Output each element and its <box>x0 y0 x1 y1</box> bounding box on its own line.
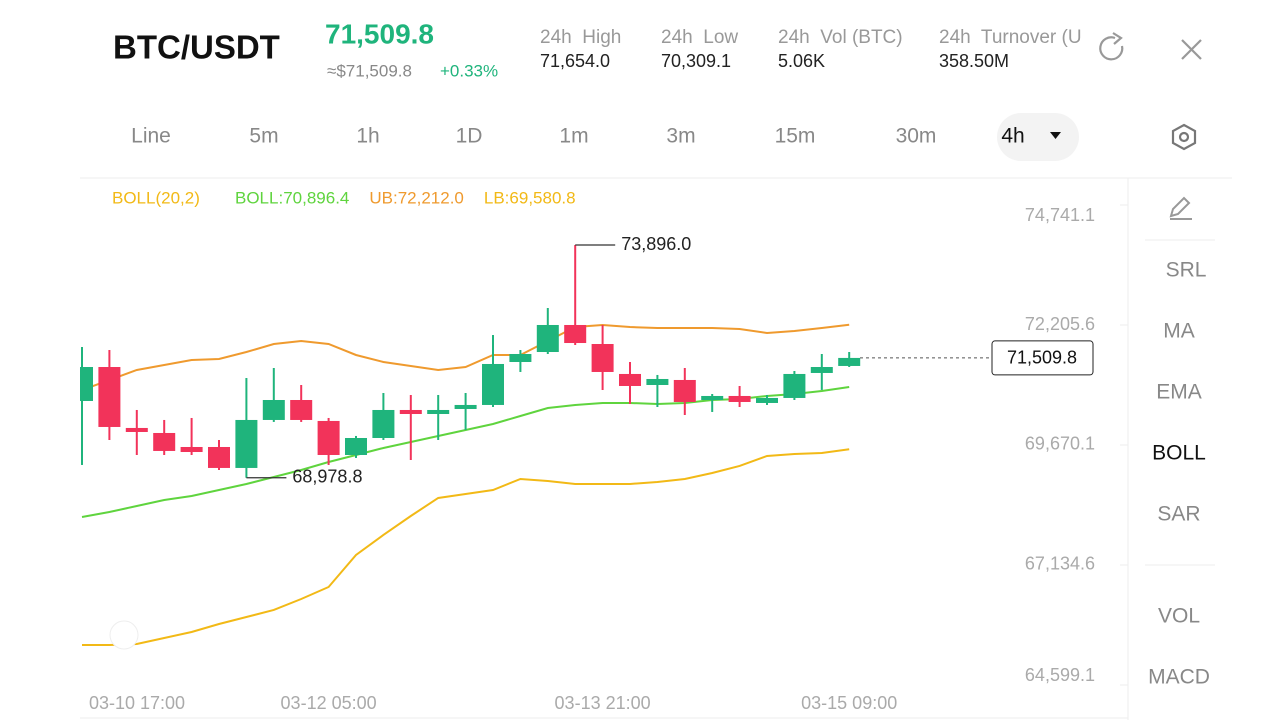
timeframe-tab[interactable]: 1h <box>356 125 379 148</box>
y-tick-label: 64,599.1 <box>1025 665 1095 685</box>
y-tick-label: 74,741.1 <box>1025 205 1095 225</box>
candle-body <box>98 367 121 427</box>
candle-body <box>728 395 751 402</box>
candle-body <box>317 420 340 455</box>
stat-label: 24h Vol (BTC) <box>778 27 903 48</box>
annotation-label: 73,896.0 <box>621 234 691 254</box>
indicator-menu-item[interactable]: SAR <box>1157 503 1200 526</box>
candle-body <box>262 399 285 420</box>
last-price-box <box>991 340 1094 376</box>
indicator-label: BOLL(20,2) <box>112 188 200 207</box>
candle-body <box>591 344 614 372</box>
x-tick-label: 03-15 09:00 <box>801 693 897 713</box>
candle-body <box>756 397 778 403</box>
timeframe-tab[interactable]: 30m <box>896 125 937 148</box>
close-icon[interactable] <box>1181 39 1202 60</box>
candle-body <box>125 427 148 432</box>
legend-entry: LB:69,580.8 <box>484 188 576 207</box>
stat-value: 70,309.1 <box>661 51 731 71</box>
indicator-menu-item[interactable]: VOL <box>1158 605 1200 628</box>
candle-body <box>810 367 833 373</box>
price: 71,509.8 <box>325 18 434 49</box>
legend-entry: BOLL:70,896.4 <box>235 188 349 207</box>
boll-line <box>81 323 850 391</box>
stat-label: 24h Turnover (U <box>939 27 1082 48</box>
timeframe-tab[interactable]: Line <box>131 125 171 148</box>
logo-badge <box>109 620 139 650</box>
candle-body <box>372 409 395 438</box>
pair: BTC/USDT <box>113 29 280 66</box>
change: +0.33% <box>440 61 498 80</box>
candle-body <box>701 395 724 400</box>
candle-body <box>235 419 258 468</box>
draw-icon[interactable] <box>1169 196 1192 220</box>
candle-body <box>536 324 559 353</box>
stat-label: 24h Low <box>661 27 738 48</box>
boll-line <box>82 448 850 647</box>
x-tick-label: 03-10 17:00 <box>89 693 185 713</box>
indicator-menu-item[interactable]: MACD <box>1148 666 1210 689</box>
refresh-icon[interactable] <box>1099 32 1124 61</box>
annotation-label: 68,978.8 <box>292 466 362 486</box>
candle-body <box>454 404 477 409</box>
timeframe-tab[interactable]: 1D <box>456 125 483 148</box>
stat-value: 5.06K <box>778 51 825 71</box>
indicator-menu-item[interactable]: MA <box>1163 320 1195 343</box>
timeframe-tab[interactable]: 4h <box>1001 125 1024 148</box>
candle-body <box>208 446 230 468</box>
stat-value: 358.50M <box>939 51 1009 71</box>
indicator-menu-item[interactable]: SRL <box>1166 259 1207 282</box>
candle-body <box>482 363 504 405</box>
timeframe-tab[interactable]: 1m <box>559 125 588 148</box>
candle-body <box>646 378 669 385</box>
x-tick-label: 03-12 05:00 <box>281 693 377 713</box>
candle-body <box>564 324 587 344</box>
indicator-menu-item[interactable]: EMA <box>1156 381 1202 404</box>
active-tab-bg <box>997 113 1079 161</box>
timeframe-tab[interactable]: 15m <box>775 125 816 148</box>
legend-entry: UB:72,212.0 <box>369 188 464 207</box>
candle-body <box>509 353 532 362</box>
candle-body <box>838 357 861 366</box>
x-tick-label: 03-13 21:00 <box>555 693 651 713</box>
candle-body <box>399 409 422 415</box>
y-tick-label: 67,134.6 <box>1025 554 1095 574</box>
plot <box>80 245 861 647</box>
timeframe-tab[interactable]: 3m <box>666 125 695 148</box>
stat-label: 24h High <box>540 27 621 48</box>
candle-body <box>427 409 450 415</box>
y-tick-label: 69,670.1 <box>1025 434 1095 454</box>
candle-body <box>673 379 696 402</box>
candle-body <box>619 373 641 386</box>
dropdown-arrow[interactable] <box>1050 132 1061 139</box>
settings-icon[interactable] <box>1171 123 1197 151</box>
approx-price: ≈$71,509.8 <box>327 61 412 80</box>
candle-body <box>783 373 806 398</box>
y-tick-label: 72,205.6 <box>1025 314 1095 334</box>
last-price-label: 71,509.8 <box>1007 348 1077 368</box>
candle-body <box>153 432 176 451</box>
candle-body <box>180 446 203 453</box>
candle-body <box>290 399 313 420</box>
candle-body <box>80 367 93 401</box>
timeframe-tab[interactable]: 5m <box>249 125 278 148</box>
stat-value: 71,654.0 <box>540 51 610 71</box>
candle-body <box>345 437 367 455</box>
indicator-menu-item[interactable]: BOLL <box>1152 442 1206 465</box>
